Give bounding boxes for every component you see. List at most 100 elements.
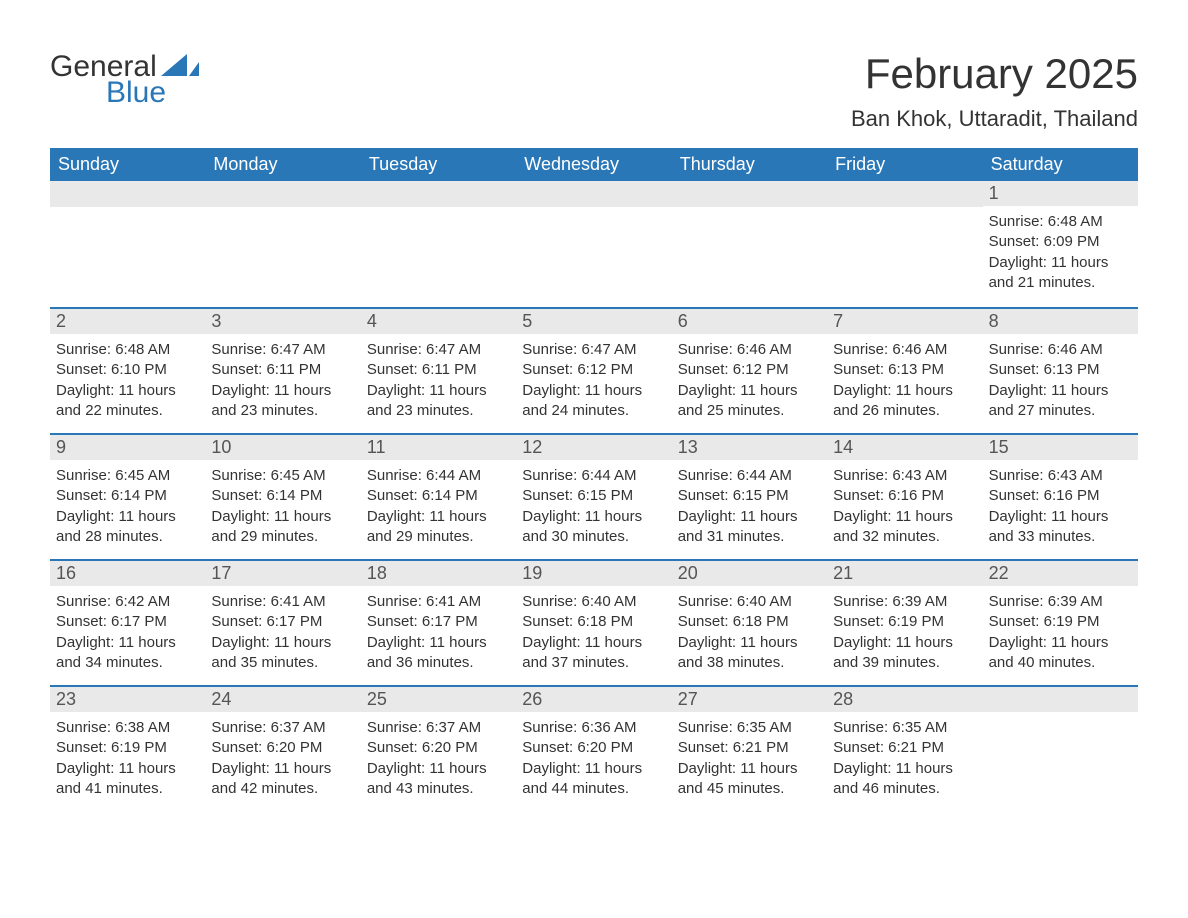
sunrise-line: Sunrise: 6:39 AM	[989, 592, 1132, 612]
day-of-week-header: Thursday	[672, 148, 827, 181]
calendar-cell: 6Sunrise: 6:46 AMSunset: 6:12 PMDaylight…	[672, 307, 827, 433]
calendar-cell: 23Sunrise: 6:38 AMSunset: 6:19 PMDayligh…	[50, 685, 205, 811]
daylight-line: Daylight: 11 hours and 24 minutes.	[522, 381, 665, 422]
calendar-cell: 12Sunrise: 6:44 AMSunset: 6:15 PMDayligh…	[516, 433, 671, 559]
daylight-line: Daylight: 11 hours and 39 minutes.	[833, 633, 976, 674]
daylight-line: Daylight: 11 hours and 36 minutes.	[367, 633, 510, 674]
calendar-cell: 5Sunrise: 6:47 AMSunset: 6:12 PMDaylight…	[516, 307, 671, 433]
calendar-cell	[827, 181, 982, 307]
day-number: 26	[516, 685, 671, 712]
sunrise-line: Sunrise: 6:41 AM	[367, 592, 510, 612]
sunset-line: Sunset: 6:16 PM	[989, 486, 1132, 506]
day-data: Sunrise: 6:47 AMSunset: 6:12 PMDaylight:…	[516, 334, 671, 421]
day-of-week-header: Saturday	[983, 148, 1138, 181]
day-of-week-header: Tuesday	[361, 148, 516, 181]
day-number	[672, 181, 827, 207]
day-number: 7	[827, 307, 982, 334]
calendar-cell: 21Sunrise: 6:39 AMSunset: 6:19 PMDayligh…	[827, 559, 982, 685]
day-number: 3	[205, 307, 360, 334]
daylight-line: Daylight: 11 hours and 38 minutes.	[678, 633, 821, 674]
day-data: Sunrise: 6:40 AMSunset: 6:18 PMDaylight:…	[672, 586, 827, 673]
sunset-line: Sunset: 6:11 PM	[211, 360, 354, 380]
daylight-line: Daylight: 11 hours and 37 minutes.	[522, 633, 665, 674]
calendar-cell: 15Sunrise: 6:43 AMSunset: 6:16 PMDayligh…	[983, 433, 1138, 559]
sunset-line: Sunset: 6:17 PM	[367, 612, 510, 632]
calendar-cell: 26Sunrise: 6:36 AMSunset: 6:20 PMDayligh…	[516, 685, 671, 811]
sunset-line: Sunset: 6:19 PM	[989, 612, 1132, 632]
day-data: Sunrise: 6:46 AMSunset: 6:13 PMDaylight:…	[827, 334, 982, 421]
day-data: Sunrise: 6:46 AMSunset: 6:13 PMDaylight:…	[983, 334, 1138, 421]
sunrise-line: Sunrise: 6:47 AM	[367, 340, 510, 360]
day-number: 15	[983, 433, 1138, 460]
daylight-line: Daylight: 11 hours and 21 minutes.	[989, 253, 1132, 294]
daylight-line: Daylight: 11 hours and 42 minutes.	[211, 759, 354, 800]
day-data: Sunrise: 6:35 AMSunset: 6:21 PMDaylight:…	[672, 712, 827, 799]
sunset-line: Sunset: 6:13 PM	[833, 360, 976, 380]
day-number: 20	[672, 559, 827, 586]
sunrise-line: Sunrise: 6:47 AM	[211, 340, 354, 360]
day-data: Sunrise: 6:38 AMSunset: 6:19 PMDaylight:…	[50, 712, 205, 799]
day-of-week-header: Friday	[827, 148, 982, 181]
title-block: February 2025 Ban Khok, Uttaradit, Thail…	[851, 50, 1138, 132]
sunset-line: Sunset: 6:09 PM	[989, 232, 1132, 252]
day-number: 23	[50, 685, 205, 712]
day-number: 1	[983, 181, 1138, 206]
calendar-cell: 2Sunrise: 6:48 AMSunset: 6:10 PMDaylight…	[50, 307, 205, 433]
sunset-line: Sunset: 6:18 PM	[678, 612, 821, 632]
day-number: 24	[205, 685, 360, 712]
calendar-cell	[983, 685, 1138, 811]
day-number: 10	[205, 433, 360, 460]
day-number: 12	[516, 433, 671, 460]
day-data: Sunrise: 6:45 AMSunset: 6:14 PMDaylight:…	[205, 460, 360, 547]
day-of-week-header: Wednesday	[516, 148, 671, 181]
calendar-cell	[516, 181, 671, 307]
sunset-line: Sunset: 6:14 PM	[56, 486, 199, 506]
day-number: 8	[983, 307, 1138, 334]
day-data: Sunrise: 6:43 AMSunset: 6:16 PMDaylight:…	[983, 460, 1138, 547]
calendar-cell	[361, 181, 516, 307]
day-data: Sunrise: 6:44 AMSunset: 6:14 PMDaylight:…	[361, 460, 516, 547]
sunrise-line: Sunrise: 6:36 AM	[522, 718, 665, 738]
sunset-line: Sunset: 6:11 PM	[367, 360, 510, 380]
sunrise-line: Sunrise: 6:46 AM	[678, 340, 821, 360]
day-number	[361, 181, 516, 207]
day-number: 17	[205, 559, 360, 586]
day-number: 21	[827, 559, 982, 586]
sunrise-line: Sunrise: 6:37 AM	[367, 718, 510, 738]
daylight-line: Daylight: 11 hours and 30 minutes.	[522, 507, 665, 548]
sunset-line: Sunset: 6:21 PM	[833, 738, 976, 758]
day-number: 11	[361, 433, 516, 460]
day-number	[50, 181, 205, 207]
calendar-cell: 19Sunrise: 6:40 AMSunset: 6:18 PMDayligh…	[516, 559, 671, 685]
day-number: 27	[672, 685, 827, 712]
sunrise-line: Sunrise: 6:39 AM	[833, 592, 976, 612]
sunset-line: Sunset: 6:15 PM	[678, 486, 821, 506]
daylight-line: Daylight: 11 hours and 41 minutes.	[56, 759, 199, 800]
day-data: Sunrise: 6:44 AMSunset: 6:15 PMDaylight:…	[672, 460, 827, 547]
sunrise-line: Sunrise: 6:46 AM	[833, 340, 976, 360]
calendar-cell: 17Sunrise: 6:41 AMSunset: 6:17 PMDayligh…	[205, 559, 360, 685]
daylight-line: Daylight: 11 hours and 43 minutes.	[367, 759, 510, 800]
day-number: 9	[50, 433, 205, 460]
day-number: 5	[516, 307, 671, 334]
day-number: 14	[827, 433, 982, 460]
daylight-line: Daylight: 11 hours and 23 minutes.	[211, 381, 354, 422]
daylight-line: Daylight: 11 hours and 29 minutes.	[211, 507, 354, 548]
daylight-line: Daylight: 11 hours and 22 minutes.	[56, 381, 199, 422]
flag-icon	[161, 54, 199, 76]
calendar-cell: 1Sunrise: 6:48 AMSunset: 6:09 PMDaylight…	[983, 181, 1138, 307]
calendar-cell: 20Sunrise: 6:40 AMSunset: 6:18 PMDayligh…	[672, 559, 827, 685]
daylight-line: Daylight: 11 hours and 45 minutes.	[678, 759, 821, 800]
day-number: 16	[50, 559, 205, 586]
sunrise-line: Sunrise: 6:43 AM	[989, 466, 1132, 486]
sunrise-line: Sunrise: 6:44 AM	[678, 466, 821, 486]
daylight-line: Daylight: 11 hours and 35 minutes.	[211, 633, 354, 674]
day-number: 4	[361, 307, 516, 334]
day-data: Sunrise: 6:46 AMSunset: 6:12 PMDaylight:…	[672, 334, 827, 421]
day-data: Sunrise: 6:42 AMSunset: 6:17 PMDaylight:…	[50, 586, 205, 673]
sunset-line: Sunset: 6:18 PM	[522, 612, 665, 632]
sunset-line: Sunset: 6:19 PM	[56, 738, 199, 758]
calendar-cell: 27Sunrise: 6:35 AMSunset: 6:21 PMDayligh…	[672, 685, 827, 811]
day-number	[983, 685, 1138, 712]
logo-text-blue: Blue	[106, 76, 166, 110]
